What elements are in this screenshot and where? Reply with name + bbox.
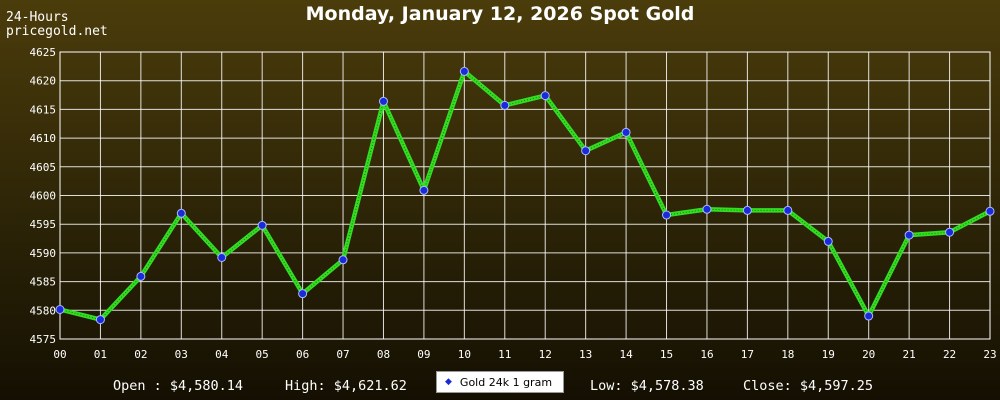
data-point: [621, 127, 631, 137]
x-tick-label: 02: [134, 348, 147, 361]
close-price: Close: $4,597.25: [743, 378, 874, 394]
legend: ◆ Gold 24k 1 gram: [436, 371, 564, 393]
y-tick-label: 4595: [30, 218, 57, 231]
x-tick-label: 10: [458, 348, 471, 361]
x-tick-label: 07: [336, 348, 349, 361]
data-point: [500, 100, 510, 110]
y-tick-label: 4605: [30, 161, 57, 174]
x-tick-label: 12: [539, 348, 552, 361]
y-axis-tick-labels: 4575 4580 4585 4590 4595 4600 4605 4610 4615 4620…: [30, 46, 57, 346]
y-tick-label: 4610: [30, 132, 57, 145]
data-point: [864, 311, 874, 321]
x-tick-label: 18: [781, 348, 794, 361]
data-point: [257, 220, 267, 230]
data-point: [662, 210, 672, 220]
x-tick-label: 23: [983, 348, 996, 361]
x-tick-label: 06: [296, 348, 309, 361]
x-tick-label: 05: [256, 348, 269, 361]
chart-title: Monday, January 12, 2026 Spot Gold: [305, 3, 695, 25]
grid: [59, 51, 991, 340]
data-point: [338, 255, 348, 265]
x-tick-label: 15: [660, 348, 673, 361]
data-point: [702, 204, 712, 214]
data-point: [945, 227, 955, 237]
x-tick-label: 08: [377, 348, 390, 361]
legend-label: Gold 24k 1 gram: [459, 375, 553, 389]
x-tick-label: 20: [862, 348, 875, 361]
series-line-texture: [59, 70, 991, 321]
x-tick-label: 09: [417, 348, 430, 361]
x-tick-label: 04: [215, 348, 229, 361]
data-point: [55, 304, 65, 314]
x-tick-label: 22: [943, 348, 956, 361]
plot-border: [59, 51, 991, 340]
x-tick-label: 19: [822, 348, 835, 361]
y-tick-label: 4580: [30, 304, 57, 317]
y-tick-label: 4600: [30, 190, 57, 203]
x-tick-label: 21: [903, 348, 916, 361]
y-tick-label: 4625: [30, 46, 57, 59]
data-point: [459, 66, 469, 76]
y-tick-label: 4620: [30, 75, 57, 88]
data-point: [904, 230, 914, 240]
data-point: [540, 91, 550, 101]
data-point: [419, 185, 429, 195]
x-tick-label: 11: [498, 348, 511, 361]
data-point: [823, 236, 833, 246]
legend-marker-icon: ◆: [445, 377, 452, 387]
y-tick-label: 4615: [30, 103, 57, 116]
brand-line-1: 24-Hours: [6, 10, 69, 25]
summary-footer: Open : $4,580.14 High: $4,621.62 ◆ Gold …: [0, 371, 1000, 396]
data-points: [55, 66, 995, 325]
x-tick-label: 00: [53, 348, 66, 361]
data-point: [217, 252, 227, 262]
x-tick-label: 01: [94, 348, 107, 361]
x-tick-label: 14: [619, 348, 633, 361]
y-tick-label: 4575: [30, 333, 57, 346]
brand: 24-Hours pricegold.net: [6, 11, 108, 39]
low-price: Low: $4,578.38: [590, 378, 704, 394]
x-tick-label: 13: [579, 348, 592, 361]
data-point: [783, 205, 793, 215]
data-point: [581, 146, 591, 156]
data-point: [742, 205, 752, 215]
y-tick-label: 4590: [30, 247, 57, 260]
data-point: [298, 289, 308, 299]
x-tick-label: 03: [175, 348, 188, 361]
x-tick-label: 17: [741, 348, 754, 361]
high-price: High: $4,621.62: [285, 378, 407, 394]
data-point: [95, 315, 105, 325]
data-point: [378, 96, 388, 106]
series-gold: [57, 69, 993, 322]
data-point: [136, 271, 146, 281]
y-tick-label: 4585: [30, 276, 57, 289]
open-price: Open : $4,580.14: [113, 378, 244, 394]
data-point: [985, 206, 995, 216]
x-tick-label: 16: [700, 348, 713, 361]
x-axis-tick-labels: 00 01 02 03 04 05 06 07 08 09 10 11 12 13 14 15 16 17 18 19…: [53, 348, 996, 361]
brand-line-2: pricegold.net: [6, 24, 108, 39]
data-point: [176, 208, 186, 218]
